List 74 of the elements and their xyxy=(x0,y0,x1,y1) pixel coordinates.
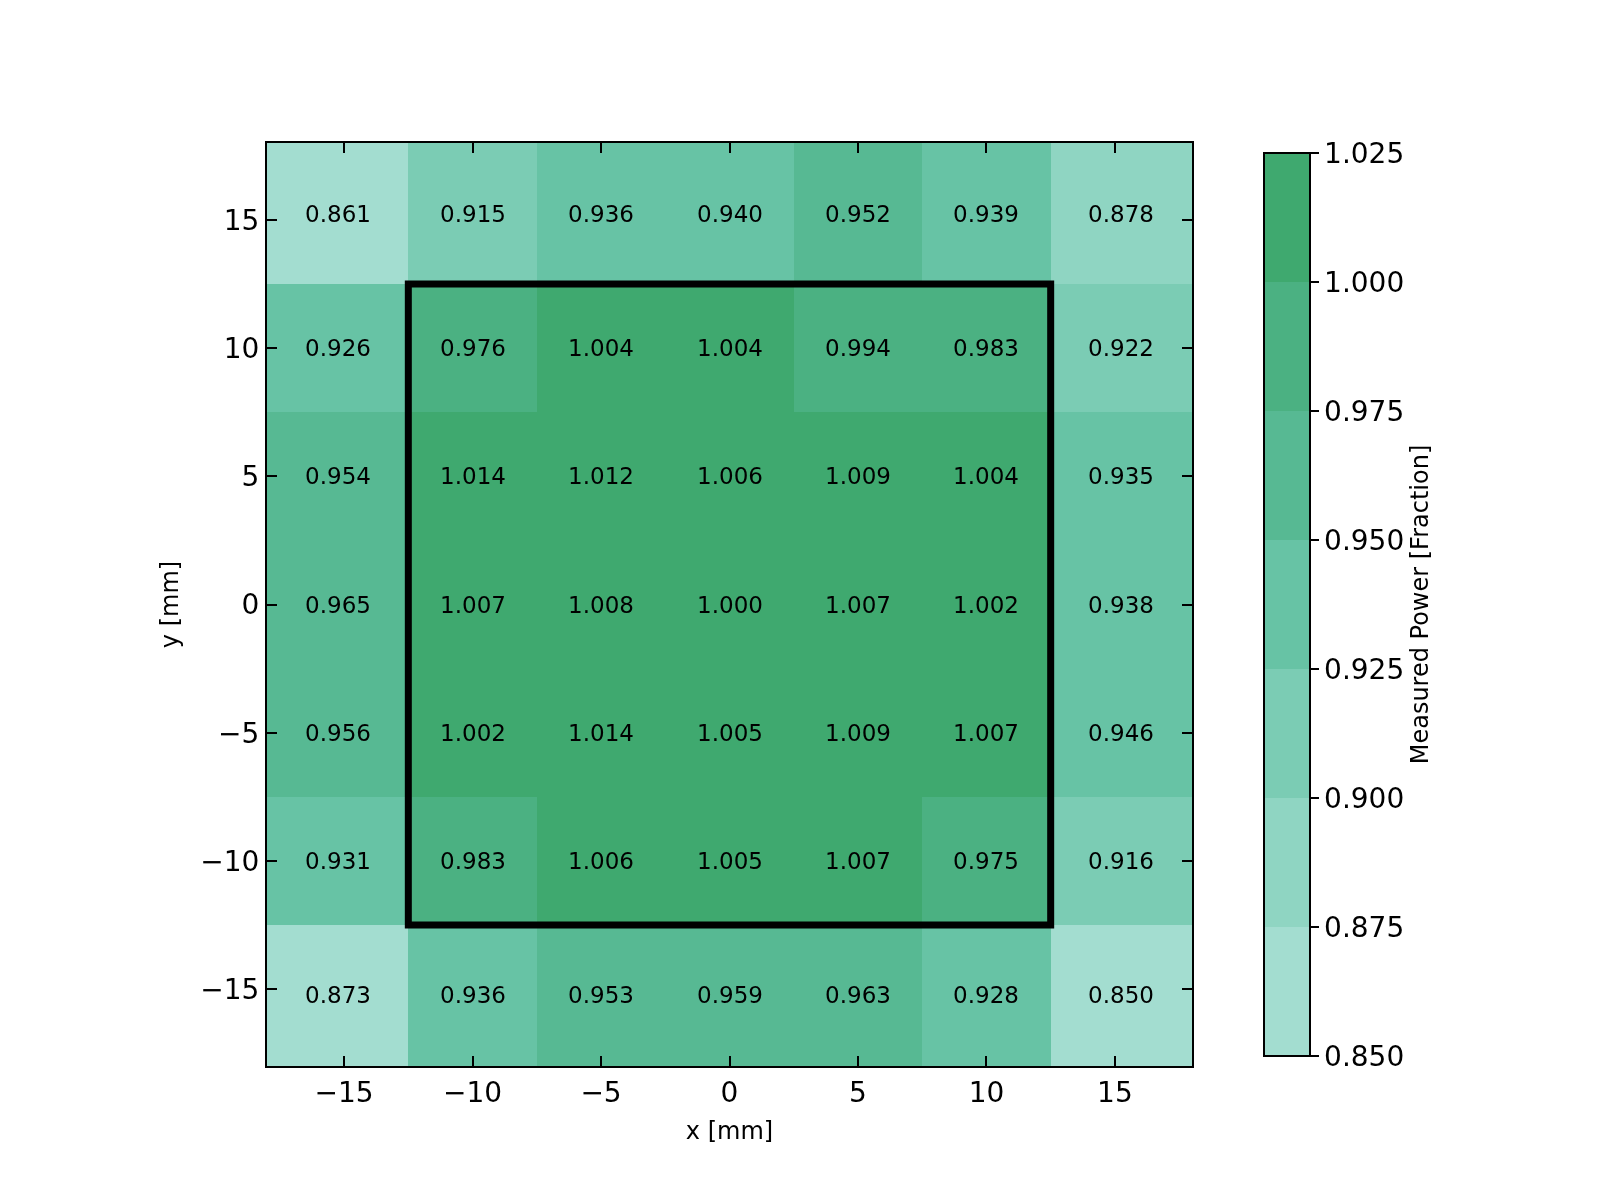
data-label: 1.004 xyxy=(697,335,763,362)
data-label: 0.938 xyxy=(1088,592,1154,619)
data-label: 0.936 xyxy=(440,982,506,1009)
data-label: 1.014 xyxy=(440,463,506,490)
data-label: 0.994 xyxy=(825,335,891,362)
color-bar-label: 0.925 xyxy=(1324,652,1405,686)
data-label: 0.931 xyxy=(305,848,371,875)
data-label: 1.002 xyxy=(953,592,1019,619)
data-label: 0.915 xyxy=(440,201,506,228)
data-label: 0.928 xyxy=(953,982,1019,1009)
x-tick-label: −10 xyxy=(443,1075,503,1109)
color-bar-label: 0.950 xyxy=(1324,523,1405,557)
data-label: 0.963 xyxy=(825,982,891,1009)
data-label: 0.975 xyxy=(953,848,1019,875)
x-tick-label: −15 xyxy=(314,1075,374,1109)
data-label: 0.953 xyxy=(568,982,634,1009)
data-label: 1.007 xyxy=(825,848,891,875)
data-label: 1.012 xyxy=(568,463,634,490)
data-label: 0.878 xyxy=(1088,201,1154,228)
x-axis-title: x [mm] xyxy=(685,1117,774,1146)
data-label: 1.007 xyxy=(825,592,891,619)
data-label: 0.922 xyxy=(1088,335,1154,362)
x-tick-label: 10 xyxy=(968,1075,1005,1109)
data-label: 1.009 xyxy=(825,463,891,490)
data-label: 1.004 xyxy=(568,335,634,362)
data-label: 1.007 xyxy=(953,720,1019,747)
x-tick-label: 15 xyxy=(1097,1075,1133,1109)
y-axis-title: y [mm] xyxy=(155,560,184,649)
data-label: 0.940 xyxy=(697,201,763,228)
data-label: 0.983 xyxy=(953,335,1019,362)
data-label: 0.926 xyxy=(305,335,371,362)
y-tick-label: −5 xyxy=(218,716,260,750)
x-tick-label: 0 xyxy=(720,1075,739,1109)
data-label: 0.936 xyxy=(568,201,634,228)
data-label: 0.850 xyxy=(1088,982,1154,1009)
data-label: 0.983 xyxy=(440,848,506,875)
x-tick-label: 5 xyxy=(849,1075,867,1109)
data-label: 1.004 xyxy=(953,463,1019,490)
data-label: 0.956 xyxy=(305,720,371,747)
color-bar-label: 0.875 xyxy=(1324,910,1405,944)
data-label: 1.008 xyxy=(568,592,634,619)
data-label: 1.000 xyxy=(697,592,763,619)
data-label: 0.873 xyxy=(305,982,371,1009)
data-label: 0.959 xyxy=(697,982,763,1009)
x-tick-label: −5 xyxy=(580,1075,622,1109)
data-label: 0.935 xyxy=(1088,463,1154,490)
data-label: 0.965 xyxy=(305,592,371,619)
data-label: 1.009 xyxy=(825,720,891,747)
y-tick-label: 5 xyxy=(241,460,260,494)
y-tick-label: 15 xyxy=(223,203,260,237)
data-label: 1.005 xyxy=(697,720,763,747)
data-label: 0.916 xyxy=(1088,848,1154,875)
y-tick-label: −10 xyxy=(200,844,260,878)
data-label: 0.976 xyxy=(440,335,506,362)
data-label: 1.007 xyxy=(440,592,506,619)
data-label: 0.954 xyxy=(305,463,371,490)
y-tick-label: 10 xyxy=(223,331,260,365)
color-bar-label: 1.025 xyxy=(1324,136,1405,170)
data-label: 1.006 xyxy=(568,848,634,875)
data-label: 0.946 xyxy=(1088,720,1154,747)
color-bar-label: 0.900 xyxy=(1324,781,1405,815)
data-label: 1.014 xyxy=(568,720,634,747)
data-label: 1.006 xyxy=(697,463,763,490)
data-label: 0.861 xyxy=(305,201,371,228)
color-bar-label: 1.000 xyxy=(1324,265,1405,299)
y-tick-label: 0 xyxy=(241,588,260,622)
color-bar-label: 0.850 xyxy=(1324,1039,1405,1073)
data-label: 0.952 xyxy=(825,201,891,228)
color-bar-title: Measured Power [Fraction] xyxy=(1406,444,1435,765)
data-label: 1.005 xyxy=(697,848,763,875)
color-bar-label: 0.975 xyxy=(1324,394,1405,428)
y-tick-label: −15 xyxy=(200,972,260,1006)
data-label: 1.002 xyxy=(440,720,506,747)
data-label: 0.939 xyxy=(953,201,1019,228)
